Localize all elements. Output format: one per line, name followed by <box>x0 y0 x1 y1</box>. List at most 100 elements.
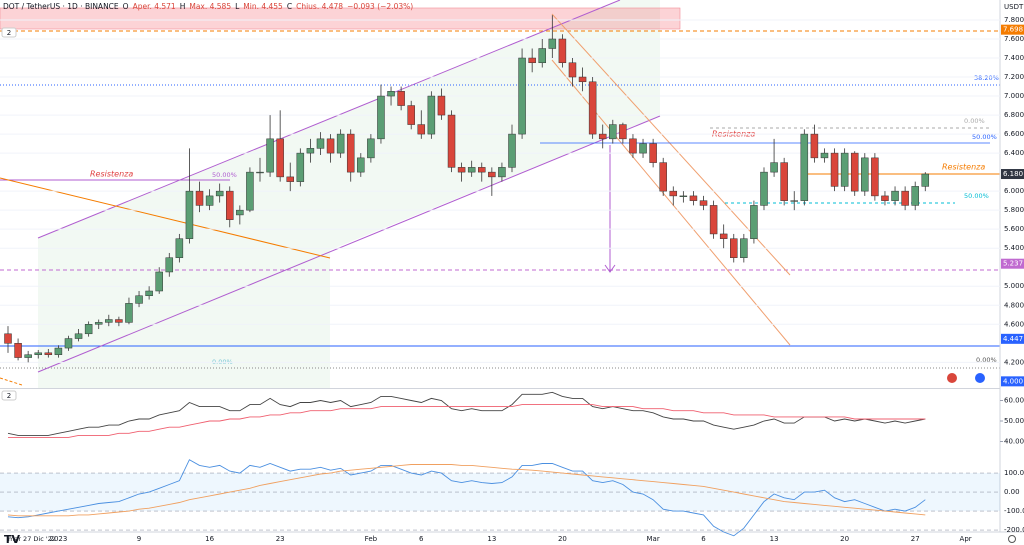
y-tick-label: 40.00 <box>1004 438 1024 446</box>
candle-body <box>44 352 53 355</box>
price-label: 4.447 <box>1003 335 1023 343</box>
candle-body <box>24 354 32 358</box>
y-tick-label: 5.400 <box>1004 244 1024 252</box>
candle-body <box>306 148 315 154</box>
y-tick-label: 50.00 <box>1004 417 1024 425</box>
candle-body <box>54 347 63 355</box>
candle-body <box>478 167 486 173</box>
x-tick-label: 13 <box>770 535 779 543</box>
candle-body <box>871 157 879 197</box>
ohlc-key: L <box>235 1 240 11</box>
candle-body <box>598 133 607 140</box>
ohlc-value: Max. 4.585 <box>189 1 232 11</box>
candle-body <box>830 152 839 187</box>
ohlc-value: Min. 4.455 <box>243 1 283 11</box>
price-label: 6.180 <box>1003 170 1023 178</box>
candle-body <box>770 162 778 173</box>
candle-body <box>236 209 244 216</box>
candle-body <box>215 190 224 197</box>
candle-body <box>820 152 829 159</box>
candle-body <box>417 124 426 135</box>
candle-body <box>588 81 597 135</box>
candle-body <box>709 205 718 235</box>
candle-body <box>740 238 748 258</box>
y-tick-label: 5.000 <box>1004 282 1024 290</box>
price-label: 5.237 <box>1003 260 1023 268</box>
pane-badge[interactable] <box>1 390 17 401</box>
zone <box>0 7 681 30</box>
price-label-box <box>1001 333 1024 344</box>
indicator-line <box>8 404 926 438</box>
fib-label: 38.20% <box>974 74 999 82</box>
candle-body <box>84 324 93 335</box>
price-label-box <box>1001 258 1024 269</box>
fib-label: 50.00% <box>212 171 237 179</box>
y-tick-label: -100.00 <box>1004 507 1024 515</box>
currency: USDT <box>1004 3 1024 11</box>
fib-label: 50.00% <box>972 133 997 141</box>
x-tick-label: 6 <box>419 535 424 543</box>
candle-body <box>387 91 395 97</box>
y-tick-label: 5.800 <box>1004 206 1024 214</box>
candle-body <box>135 295 143 304</box>
fib-label: 0.00% <box>976 356 997 364</box>
indicator-line <box>7 459 926 537</box>
candle-body <box>861 157 869 192</box>
candle-body <box>125 303 133 323</box>
channel-line <box>37 115 661 373</box>
candle-body <box>568 62 577 78</box>
pane-badge[interactable] <box>1 27 17 38</box>
candle-body <box>669 190 678 197</box>
y-tick-label: 4.800 <box>1004 301 1024 309</box>
indicator-line <box>7 391 926 436</box>
candle-body <box>679 195 688 197</box>
candle-body <box>437 95 446 116</box>
candle-body <box>165 257 174 273</box>
price-label-box <box>1001 376 1024 387</box>
arrow-head <box>604 264 616 273</box>
candle-body <box>508 133 516 168</box>
candle-body <box>921 173 930 187</box>
y-tick-label: 0.00 <box>1004 488 1020 496</box>
pane-badge-label: 2 <box>7 29 11 37</box>
y-tick-label: 6.600 <box>1004 130 1024 138</box>
candle-body <box>800 133 809 201</box>
candle-body <box>185 190 194 239</box>
y-tick-label: 6.800 <box>1004 111 1024 119</box>
channel-line <box>37 0 621 239</box>
candle-body <box>115 319 123 323</box>
candle-body <box>518 57 526 135</box>
x-tick-label: 9 <box>137 535 141 543</box>
candle-body <box>145 290 153 297</box>
candle-body <box>175 238 184 258</box>
candle-body <box>346 133 355 173</box>
candle-body <box>195 190 204 206</box>
candle-body <box>205 195 214 206</box>
y-tick-label: 4.200 <box>1004 358 1024 366</box>
candle-body <box>528 57 536 64</box>
y-tick-label: 7.600 <box>1004 35 1024 43</box>
y-tick-label: 7.400 <box>1004 54 1024 62</box>
candle-body <box>558 38 567 64</box>
candle-body <box>619 124 627 140</box>
candle-body <box>457 167 466 173</box>
fib-label: 0.00% <box>964 117 985 125</box>
trend-line <box>0 377 23 386</box>
candle-body <box>377 95 385 140</box>
x-tick-label: 6 <box>701 535 706 543</box>
pane-badge-label: 2 <box>7 392 11 400</box>
price-label: 7.698 <box>1003 26 1023 34</box>
x-tick-label: 27 <box>911 535 920 543</box>
candle-body <box>649 143 657 163</box>
candle-body <box>498 167 506 178</box>
x-tick-label: 13 <box>487 535 496 543</box>
candle-body <box>699 200 708 206</box>
settings-icon[interactable] <box>1008 535 1016 543</box>
candle-body <box>34 352 42 355</box>
event-icon <box>975 373 985 383</box>
ohlc-key: H <box>179 1 186 11</box>
candle-body <box>719 233 728 239</box>
candle-body <box>367 138 375 159</box>
candle-body <box>357 157 365 173</box>
